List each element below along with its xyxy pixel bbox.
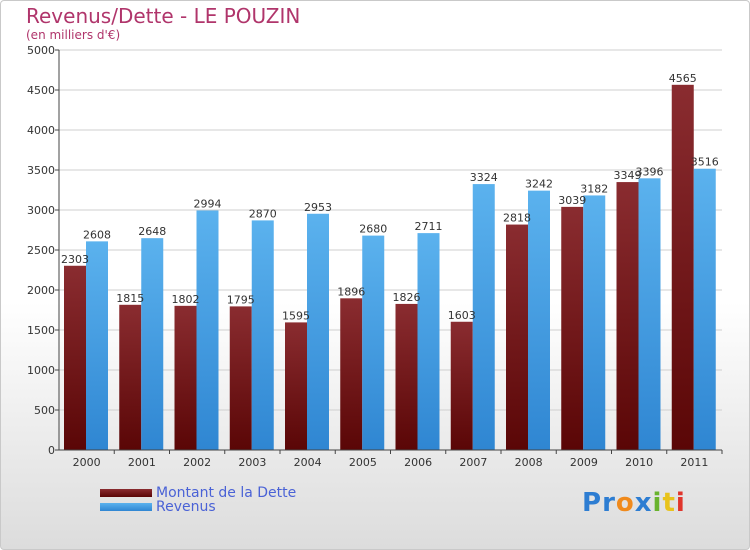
- legend-swatch-dette: [100, 489, 152, 497]
- logo-letter: i: [675, 488, 686, 518]
- bar-revenus: [638, 178, 661, 450]
- x-tick-label: 2005: [349, 456, 377, 469]
- legend-item-dette: Montant de la Dette: [100, 485, 297, 501]
- data-label: 3242: [525, 178, 553, 191]
- bar-revenus: [472, 184, 495, 450]
- proxiti-logo: Proxiti: [582, 488, 686, 518]
- data-label: 1896: [337, 285, 365, 298]
- bar-revenus: [86, 241, 108, 450]
- y-tick-label: 2500: [27, 244, 55, 257]
- bar-dette: [395, 303, 418, 450]
- bar-revenus: [196, 210, 219, 450]
- bar-revenus: [417, 233, 440, 450]
- legend-label-revenus: Revenus: [156, 499, 216, 515]
- y-tick-label: 5000: [27, 44, 55, 57]
- bar-revenus: [141, 238, 164, 450]
- data-label: 2711: [415, 220, 443, 233]
- bar-dette: [174, 305, 197, 450]
- data-label: 2994: [194, 197, 222, 210]
- x-tick-label: 2006: [404, 456, 432, 469]
- bar-dette: [285, 322, 307, 450]
- data-label: 1815: [116, 292, 144, 305]
- bar-revenus: [583, 195, 606, 450]
- bar-revenus: [251, 220, 274, 450]
- data-label: 3396: [636, 165, 664, 178]
- x-tick-label: 2000: [73, 456, 101, 469]
- x-tick-label: 2008: [515, 456, 543, 469]
- logo-letter: x: [634, 488, 653, 518]
- y-tick-label: 1500: [27, 324, 55, 337]
- x-tick-label: 2003: [238, 456, 266, 469]
- bar-revenus: [362, 235, 385, 450]
- logo-letter: t: [662, 488, 676, 518]
- logo-letter: o: [615, 488, 635, 518]
- data-label: 3349: [614, 169, 642, 182]
- y-tick-label: 2000: [27, 284, 55, 297]
- data-label: 1826: [393, 291, 421, 304]
- legend-item-revenus: Revenus: [100, 499, 296, 515]
- x-tick-label: 2001: [128, 456, 156, 469]
- y-tick-label: 3000: [27, 204, 55, 217]
- data-label: 2818: [503, 212, 531, 225]
- bar-dette: [340, 298, 363, 450]
- data-label: 2953: [304, 201, 332, 214]
- legend-swatch-revenus: [100, 503, 152, 511]
- bars: [64, 84, 716, 451]
- bar-revenus: [693, 168, 716, 450]
- legend: Montant de la Dette Revenus: [100, 485, 297, 515]
- x-tick-label: 2002: [183, 456, 211, 469]
- data-label: 2680: [359, 223, 387, 236]
- logo-letter: i: [652, 488, 663, 518]
- data-label: 1802: [172, 293, 200, 306]
- bar-dette: [561, 206, 584, 450]
- bar-dette: [671, 84, 694, 451]
- data-label: 2303: [61, 253, 89, 266]
- data-labels: 2303 2608 1815 2648 1802 2994 1795 2870 1595 2953…: [61, 72, 719, 323]
- x-tick-label: 2004: [294, 456, 322, 469]
- y-tick-label: 4500: [27, 84, 55, 97]
- bar-dette: [450, 321, 473, 450]
- data-label: 3516: [691, 156, 719, 169]
- bar-dette: [229, 306, 252, 450]
- data-label: 3039: [558, 194, 586, 207]
- y-tick-label: 1000: [27, 364, 55, 377]
- y-tick-label: 3500: [27, 164, 55, 177]
- chart-title: Revenus/Dette - LE POUZIN: [26, 4, 301, 28]
- y-tick-label: 4000: [27, 124, 55, 137]
- data-label: 1795: [227, 293, 255, 306]
- data-label: 1595: [282, 309, 310, 322]
- bar-dette: [506, 224, 528, 450]
- data-label: 3182: [580, 182, 608, 195]
- bar-revenus: [307, 213, 329, 450]
- bar-dette: [119, 304, 142, 450]
- data-label: 3324: [470, 171, 498, 184]
- data-label: 1603: [448, 309, 476, 322]
- data-label: 4565: [669, 72, 697, 85]
- data-label: 2608: [83, 228, 111, 241]
- chart-subtitle: (en milliers d'€): [26, 28, 121, 42]
- x-tick-label: 2010: [625, 456, 653, 469]
- legend-label-dette: Montant de la Dette: [156, 485, 297, 501]
- bar-dette: [64, 265, 86, 450]
- x-tick-label: 2009: [570, 456, 598, 469]
- bar-revenus: [528, 190, 550, 450]
- x-tick-label: 2011: [680, 456, 708, 469]
- y-tick-label: 0: [48, 444, 55, 457]
- x-tick-label: 2007: [459, 456, 487, 469]
- y-tick-label: 500: [34, 404, 55, 417]
- bar-dette: [616, 182, 639, 450]
- logo-letter: r: [602, 488, 616, 518]
- data-label: 2870: [249, 207, 277, 220]
- logo-letter: P: [582, 488, 603, 518]
- data-label: 2648: [138, 225, 166, 238]
- axes: 0 500 1000 1500 2000 2500 3000 3500 4000 4500 5000…: [27, 44, 723, 469]
